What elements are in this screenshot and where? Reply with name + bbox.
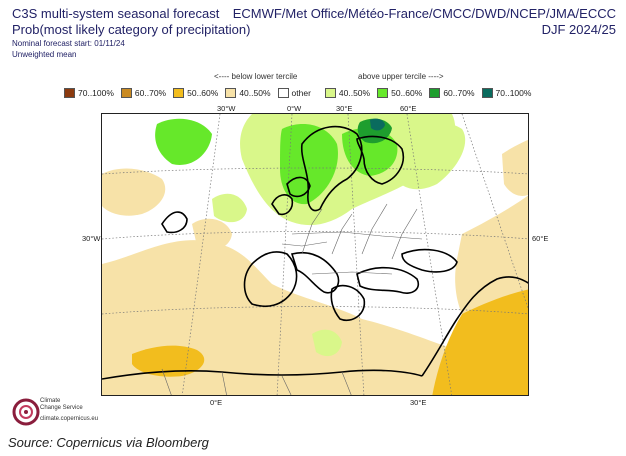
legend-swatch [277, 88, 289, 98]
legend-item: 40..50% [225, 88, 271, 98]
title-line-2: Prob(most likely category of precipitati… [12, 22, 251, 37]
logo-text: Climate Change Service climate.copernicu… [40, 398, 98, 423]
wet-region-iberia-north [212, 193, 247, 223]
dry-region-arabia [432, 289, 528, 395]
legend-item: 50..60% [173, 88, 218, 98]
coastlines [102, 125, 528, 380]
legend-label: other [291, 88, 311, 98]
legend-label: 60..70% [134, 88, 167, 98]
lat-label-left: 30°W [82, 234, 101, 243]
legend-swatch [173, 88, 185, 98]
lon-label-bottom: 30°E [410, 398, 427, 407]
legend-swatch [429, 88, 441, 98]
dry-region-west [102, 168, 166, 216]
wet-region-balkans [312, 329, 342, 357]
legend-label: 70..100% [78, 88, 114, 98]
dry-region-north-africa [132, 345, 205, 377]
logo-line-2: Change Service [40, 405, 83, 411]
legend-item: 40..50% [324, 88, 371, 98]
legend-above-heading: above upper tercile ----> [358, 72, 444, 81]
title-right-block: ECMWF/Met Office/Météo-France/CMCC/DWD/N… [233, 6, 616, 38]
lat-label-right: 60°E [532, 234, 549, 243]
wet-region-greenland [155, 118, 212, 165]
lon-label-top: 30°W [217, 104, 236, 113]
logo-line-1: Climate [40, 398, 61, 404]
lon-label-top: 0°W [287, 104, 302, 113]
legend-item: 50..60% [377, 88, 422, 98]
legend-label: 60..70% [443, 88, 475, 98]
dry-region-atlantic-south [102, 240, 528, 395]
legend-label: 40..50% [338, 88, 371, 98]
dry-region-central-atlantic [192, 218, 232, 250]
legend-item: 60..70% [429, 88, 475, 98]
copernicus-logo-icon [12, 398, 40, 426]
legend-swatch [120, 88, 132, 98]
legend-item: other [277, 88, 311, 98]
legend-item: 70..100% [481, 88, 532, 98]
legend-label: 70..100% [495, 88, 532, 98]
legend-swatch [64, 88, 75, 98]
nominal-start: Nominal forecast start: 01/11/24 [12, 39, 125, 48]
legend-swatch [481, 88, 493, 98]
title-line-1: C3S multi-system seasonal forecast [12, 6, 220, 21]
graticule [102, 114, 528, 395]
legend-label: 50..60% [391, 88, 423, 98]
wet-region-scandinavia-east [391, 120, 466, 190]
legend-swatch [324, 88, 336, 98]
lon-label-bottom: 0°E [210, 398, 223, 407]
logo-line-3: climate.copernicus.eu [40, 416, 99, 422]
source-caption: Source: Copernicus via Bloomberg [8, 435, 209, 450]
season-label: DJF 2024/25 [541, 22, 616, 37]
country-borders [161, 203, 423, 395]
wet-region-peak [370, 118, 385, 131]
lon-label-top: 60°E [400, 104, 417, 113]
forecast-map [101, 113, 529, 396]
map-canvas [102, 114, 528, 395]
legend-swatch [225, 88, 237, 98]
legend-swatch [377, 88, 389, 98]
legend-label: 40..50% [239, 88, 271, 98]
centres-list: ECMWF/Met Office/Météo-France/CMCC/DWD/N… [232, 6, 616, 21]
lon-label-top: 30°E [336, 104, 353, 113]
legend-item: 70..100% [64, 88, 114, 98]
legend-label: 50..60% [187, 88, 219, 98]
title-block: C3S multi-system seasonal forecast Prob(… [12, 6, 250, 60]
legend-below-heading: <---- below lower tercile [214, 72, 298, 81]
legend: 70..100% 60..70% 50..60% 40..50% other 4… [64, 86, 538, 100]
dry-region-east-edge [502, 139, 528, 196]
weighting-note: Unweighted mean [12, 50, 77, 59]
wet-region-norway [280, 124, 338, 205]
legend-item: 60..70% [120, 88, 167, 98]
